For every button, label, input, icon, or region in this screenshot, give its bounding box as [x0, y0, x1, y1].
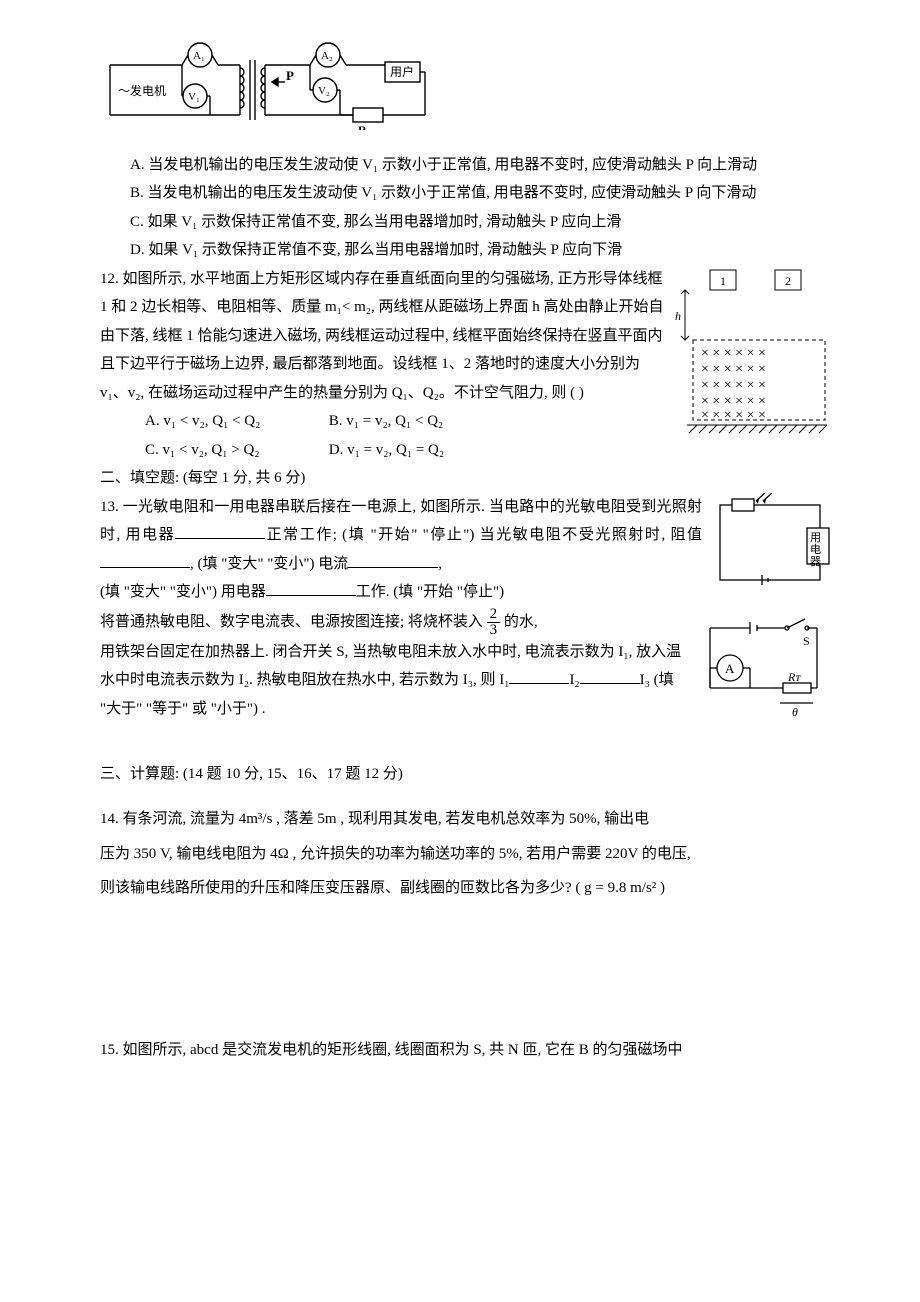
svg-text:器: 器: [810, 555, 821, 568]
q14-line-b: 压为 350 V, 输电线电阻为 4Ω , 允许损失的功率为输送功率的 5%, …: [100, 837, 830, 872]
svg-text:θ: θ: [792, 705, 798, 719]
q13-blank4: [266, 580, 356, 596]
q13-part3d: I₂: [569, 672, 579, 688]
q12-option-d: D. v₁ = v₂, Q₁ = Q₂: [329, 436, 509, 465]
svg-text:R₀: R₀: [358, 123, 371, 130]
q13-part2a: (填 "变大" "变小") 用电器: [100, 584, 266, 600]
q13-frac-den: 3: [487, 623, 501, 638]
svg-text:× × × × × ×: × × × × × ×: [701, 408, 766, 423]
svg-text:A₂: A₂: [321, 50, 333, 62]
q13-figure1: 用 电 器: [710, 493, 830, 604]
q13-fraction: 23: [487, 607, 501, 638]
q13-blank6: [580, 668, 640, 684]
svg-text:Rᴛ: Rᴛ: [787, 670, 801, 684]
svg-text:A₁: A₁: [193, 50, 205, 62]
svg-text:A: A: [725, 661, 735, 676]
svg-text:S: S: [803, 634, 810, 648]
q13-blank3: [348, 552, 438, 568]
q13-figure2: S Rᴛ θ A: [695, 613, 830, 754]
q12-figure: 1 2 h × × × × × × × × × × × ×: [675, 265, 830, 456]
q13-blank5: [509, 668, 569, 684]
q11-option-d: D. 如果 V₁ 示数保持正常值不变, 那么当用电器增加时, 滑动触头 P 应向…: [100, 236, 830, 265]
q13-part3a: 将普通热敏电阻、数字电流表、电源按图连接; 将烧杯装入: [100, 613, 483, 629]
q13-part1b: 正常工作; (填 "开始" "停止") 当光敏电阻不受光照射时, 阻值: [265, 527, 702, 543]
svg-text:2: 2: [785, 274, 791, 288]
svg-text:h: h: [675, 309, 681, 323]
svg-text:V₂: V₂: [318, 85, 330, 97]
svg-text:用户: 用户: [390, 64, 414, 79]
svg-text:× × × × × ×: × × × × × ×: [701, 346, 766, 361]
q13-part3b: 的水,: [504, 613, 538, 629]
section2-heading: 二、填空题: (每空 1 分, 共 6 分): [100, 464, 830, 493]
q13-part1c: , (填 "变大" "变小") 电流: [190, 556, 348, 572]
q13-blank1: [175, 523, 265, 539]
q11-circuit-figure: ～发电机 V₁ A₁: [100, 40, 830, 141]
generator-label: ～发电机: [118, 83, 166, 98]
q14-line-a: 14. 有条河流, 流量为 4m³/s , 落差 5m , 现利用其发电, 若发…: [100, 802, 830, 837]
svg-text:× × × × × ×: × × × × × ×: [701, 394, 766, 409]
q12-option-c: C. v₁ < v₂, Q₁ > Q₂: [145, 436, 325, 465]
q13-frac-num: 2: [487, 607, 501, 623]
svg-text:P: P: [286, 68, 294, 83]
q13-part1d: ,: [438, 556, 442, 572]
q13-blank2: [100, 552, 190, 568]
q11-option-b: B. 当发电机输出的电压发生波动使 V₁ 示数小于正常值, 用电器不变时, 应使…: [100, 179, 830, 208]
q15-text: 15. 如图所示, abcd 是交流发电机的矩形线圈, 线圈面积为 S, 共 N…: [100, 1036, 830, 1065]
svg-text:1: 1: [720, 274, 726, 288]
svg-text:× × × × × ×: × × × × × ×: [701, 378, 766, 393]
q11-option-a: A. 当发电机输出的电压发生波动使 V₁ 示数小于正常值, 用电器不变时, 应使…: [100, 151, 830, 180]
svg-text:电: 电: [810, 543, 821, 556]
section3-heading: 三、计算题: (14 题 10 分, 15、16、17 题 12 分): [100, 760, 830, 789]
svg-text:× × × × × ×: × × × × × ×: [701, 362, 766, 377]
q12-option-b: B. v₁ = v₂, Q₁ < Q₂: [329, 407, 509, 436]
q14-line-c: 则该输电线路所使用的升压和降压变压器原、副线圈的匝数比各为多少? ( g = 9…: [100, 871, 830, 906]
svg-text:V₁: V₁: [188, 91, 200, 103]
q13-part2b: 工作. (填 "开始 "停止"): [356, 584, 504, 600]
q11-option-c: C. 如果 V₁ 示数保持正常值不变, 那么当用电器增加时, 滑动触头 P 应向…: [100, 208, 830, 237]
svg-text:用: 用: [810, 532, 821, 544]
q12-option-a: A. v₁ < v₂, Q₁ < Q₂: [145, 407, 325, 436]
